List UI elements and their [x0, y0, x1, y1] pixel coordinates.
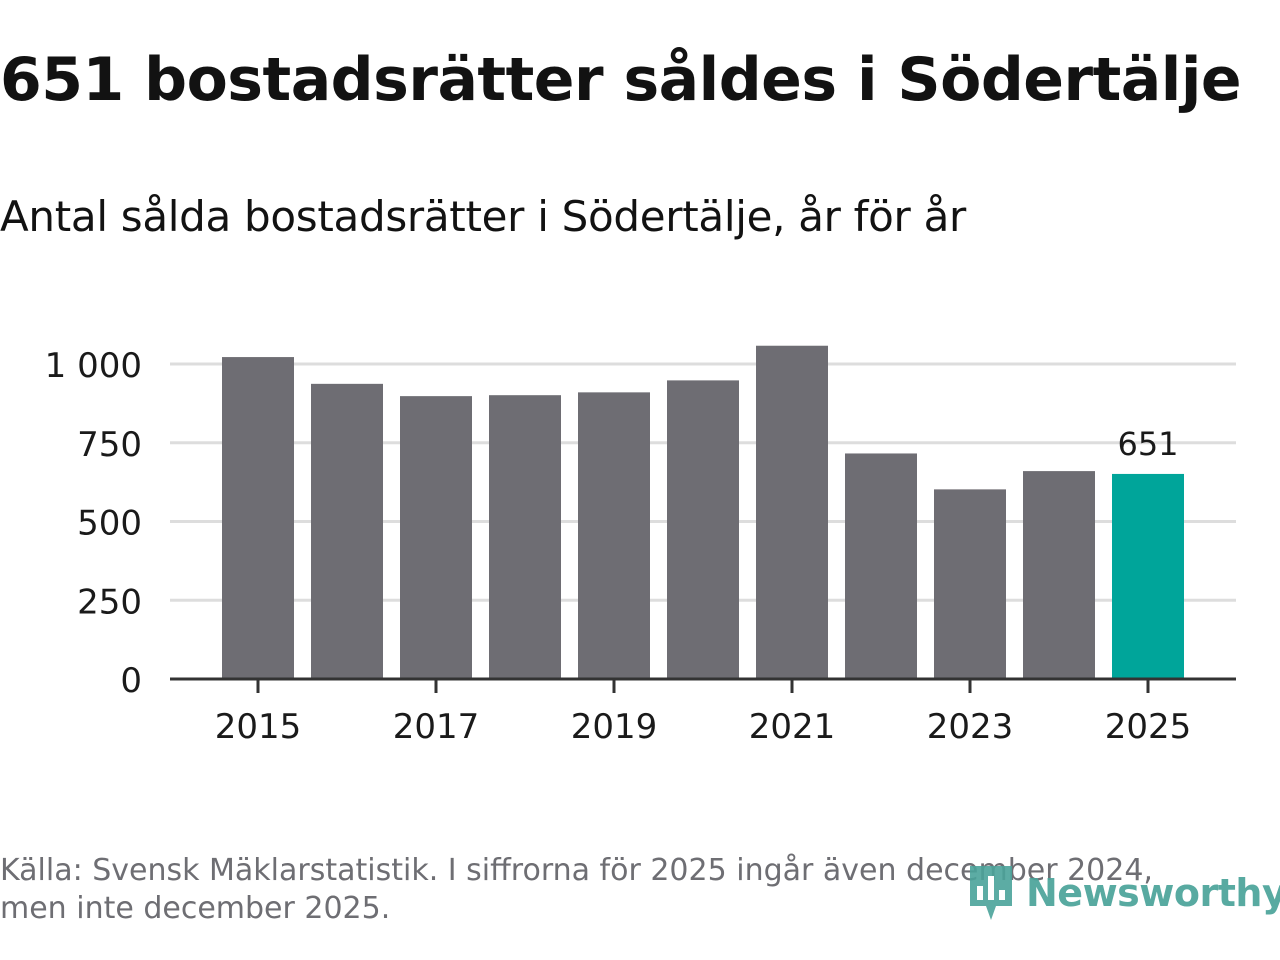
y-tick-label: 1 000 — [45, 346, 142, 386]
newsworthy-brand: Newsworthy — [966, 862, 1280, 924]
y-tick-label: 250 — [77, 582, 142, 622]
y-tick-label: 500 — [77, 504, 142, 544]
bar-2015 — [222, 357, 294, 679]
y-tick-label: 750 — [77, 425, 142, 465]
x-tick-label: 2021 — [749, 707, 836, 747]
source-note: Källa: Svensk Mäklarstatistik. I siffror… — [0, 853, 1153, 926]
x-tick-label: 2025 — [1105, 707, 1192, 747]
bar-2018 — [489, 395, 561, 679]
bar-2021 — [756, 345, 828, 679]
bar-2016 — [311, 383, 383, 679]
chart-subtitle: Antal sålda bostadsrätter i Södertälje, … — [0, 192, 966, 241]
x-tick-label: 2015 — [215, 707, 302, 747]
bar-2023 — [934, 489, 1006, 679]
bar-2025 — [1112, 473, 1184, 679]
newsworthy-logo-icon — [970, 866, 1012, 920]
bar-2019 — [578, 392, 650, 679]
labels: 651 — [1117, 425, 1178, 463]
bar-2022 — [845, 453, 917, 679]
bar-2017 — [400, 396, 472, 679]
bars — [222, 345, 1184, 679]
x-tick-label: 2023 — [927, 707, 1014, 747]
bar-2024 — [1023, 471, 1095, 679]
y-tick-label: 0 — [120, 661, 142, 701]
data-label-2025: 651 — [1117, 425, 1178, 463]
axes: 0 250 500 750 1 000 2015 2017 2019 2021 2023 2025 — [45, 346, 1236, 747]
brand-name: Newsworthy — [1026, 871, 1280, 915]
x-tick-label: 2017 — [393, 707, 480, 747]
chart-title: 651 bostadsrätter såldes i Södertälje — [0, 45, 1242, 115]
x-tick-label: 2019 — [571, 707, 658, 747]
bar-2020 — [667, 380, 739, 679]
